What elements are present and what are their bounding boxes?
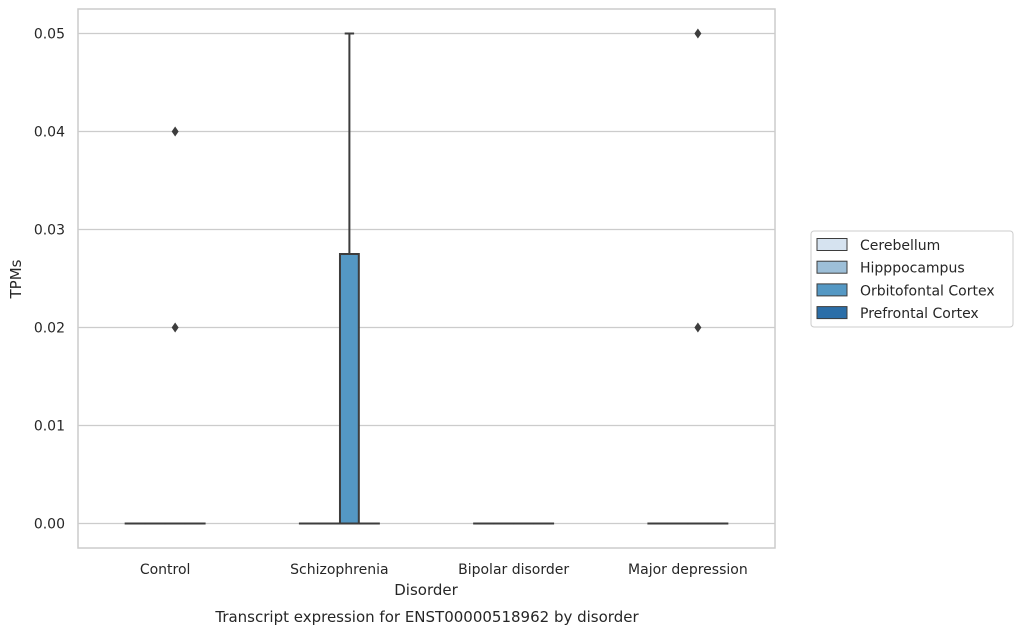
legend-swatch <box>816 306 848 320</box>
legend-swatch <box>816 238 848 251</box>
y-tick-label: 0.03 <box>34 223 65 239</box>
x-tick-label: Bipolar disorder <box>458 562 569 578</box>
legend-swatch <box>816 283 848 297</box>
legend-label: Orbitofontal Cortex <box>860 283 995 299</box>
y-tick-label: 0.05 <box>34 27 65 43</box>
y-tick-label: 0.04 <box>34 125 65 141</box>
gridlines <box>78 32 775 525</box>
x-tick-label: Schizophrenia <box>290 562 388 578</box>
box-mark <box>687 28 709 525</box>
outlier-point <box>171 322 179 333</box>
x-tick-label: Major depression <box>628 562 748 578</box>
outlier-point <box>694 322 702 333</box>
y-axis-label: TPMs <box>7 259 25 299</box>
outlier-point <box>171 126 179 137</box>
y-tick-labels: 0.00 0.01 0.02 0.03 0.04 0.05 <box>34 27 65 533</box>
y-tick-label: 0.02 <box>34 321 65 337</box>
box-body <box>338 253 360 525</box>
box-marks <box>124 28 729 525</box>
legend: Cerebellum Hipppocampus Orbitofontal Corte… <box>810 230 1014 328</box>
x-axis-label: Disorder <box>394 581 458 599</box>
legend-swatch <box>816 260 848 274</box>
y-tick-label: 0.01 <box>34 419 65 435</box>
legend-label: Cerebellum <box>860 238 940 254</box>
chart-caption: Transcript expression for ENST0000051896… <box>214 608 639 626</box>
box-mark <box>338 32 360 525</box>
x-tick-label: Control <box>140 562 191 578</box>
legend-label: Prefrontal Cortex <box>860 306 979 322</box>
box-mark <box>164 126 186 525</box>
y-tick-label: 0.00 <box>34 517 65 533</box>
x-tick-labels: Control Schizophrenia Bipolar disorder Majo… <box>140 562 748 578</box>
legend-label: Hipppocampus <box>860 261 965 277</box>
legend-frame <box>810 230 1014 328</box>
outlier-point <box>694 28 702 39</box>
plot-area-frame <box>77 8 776 549</box>
